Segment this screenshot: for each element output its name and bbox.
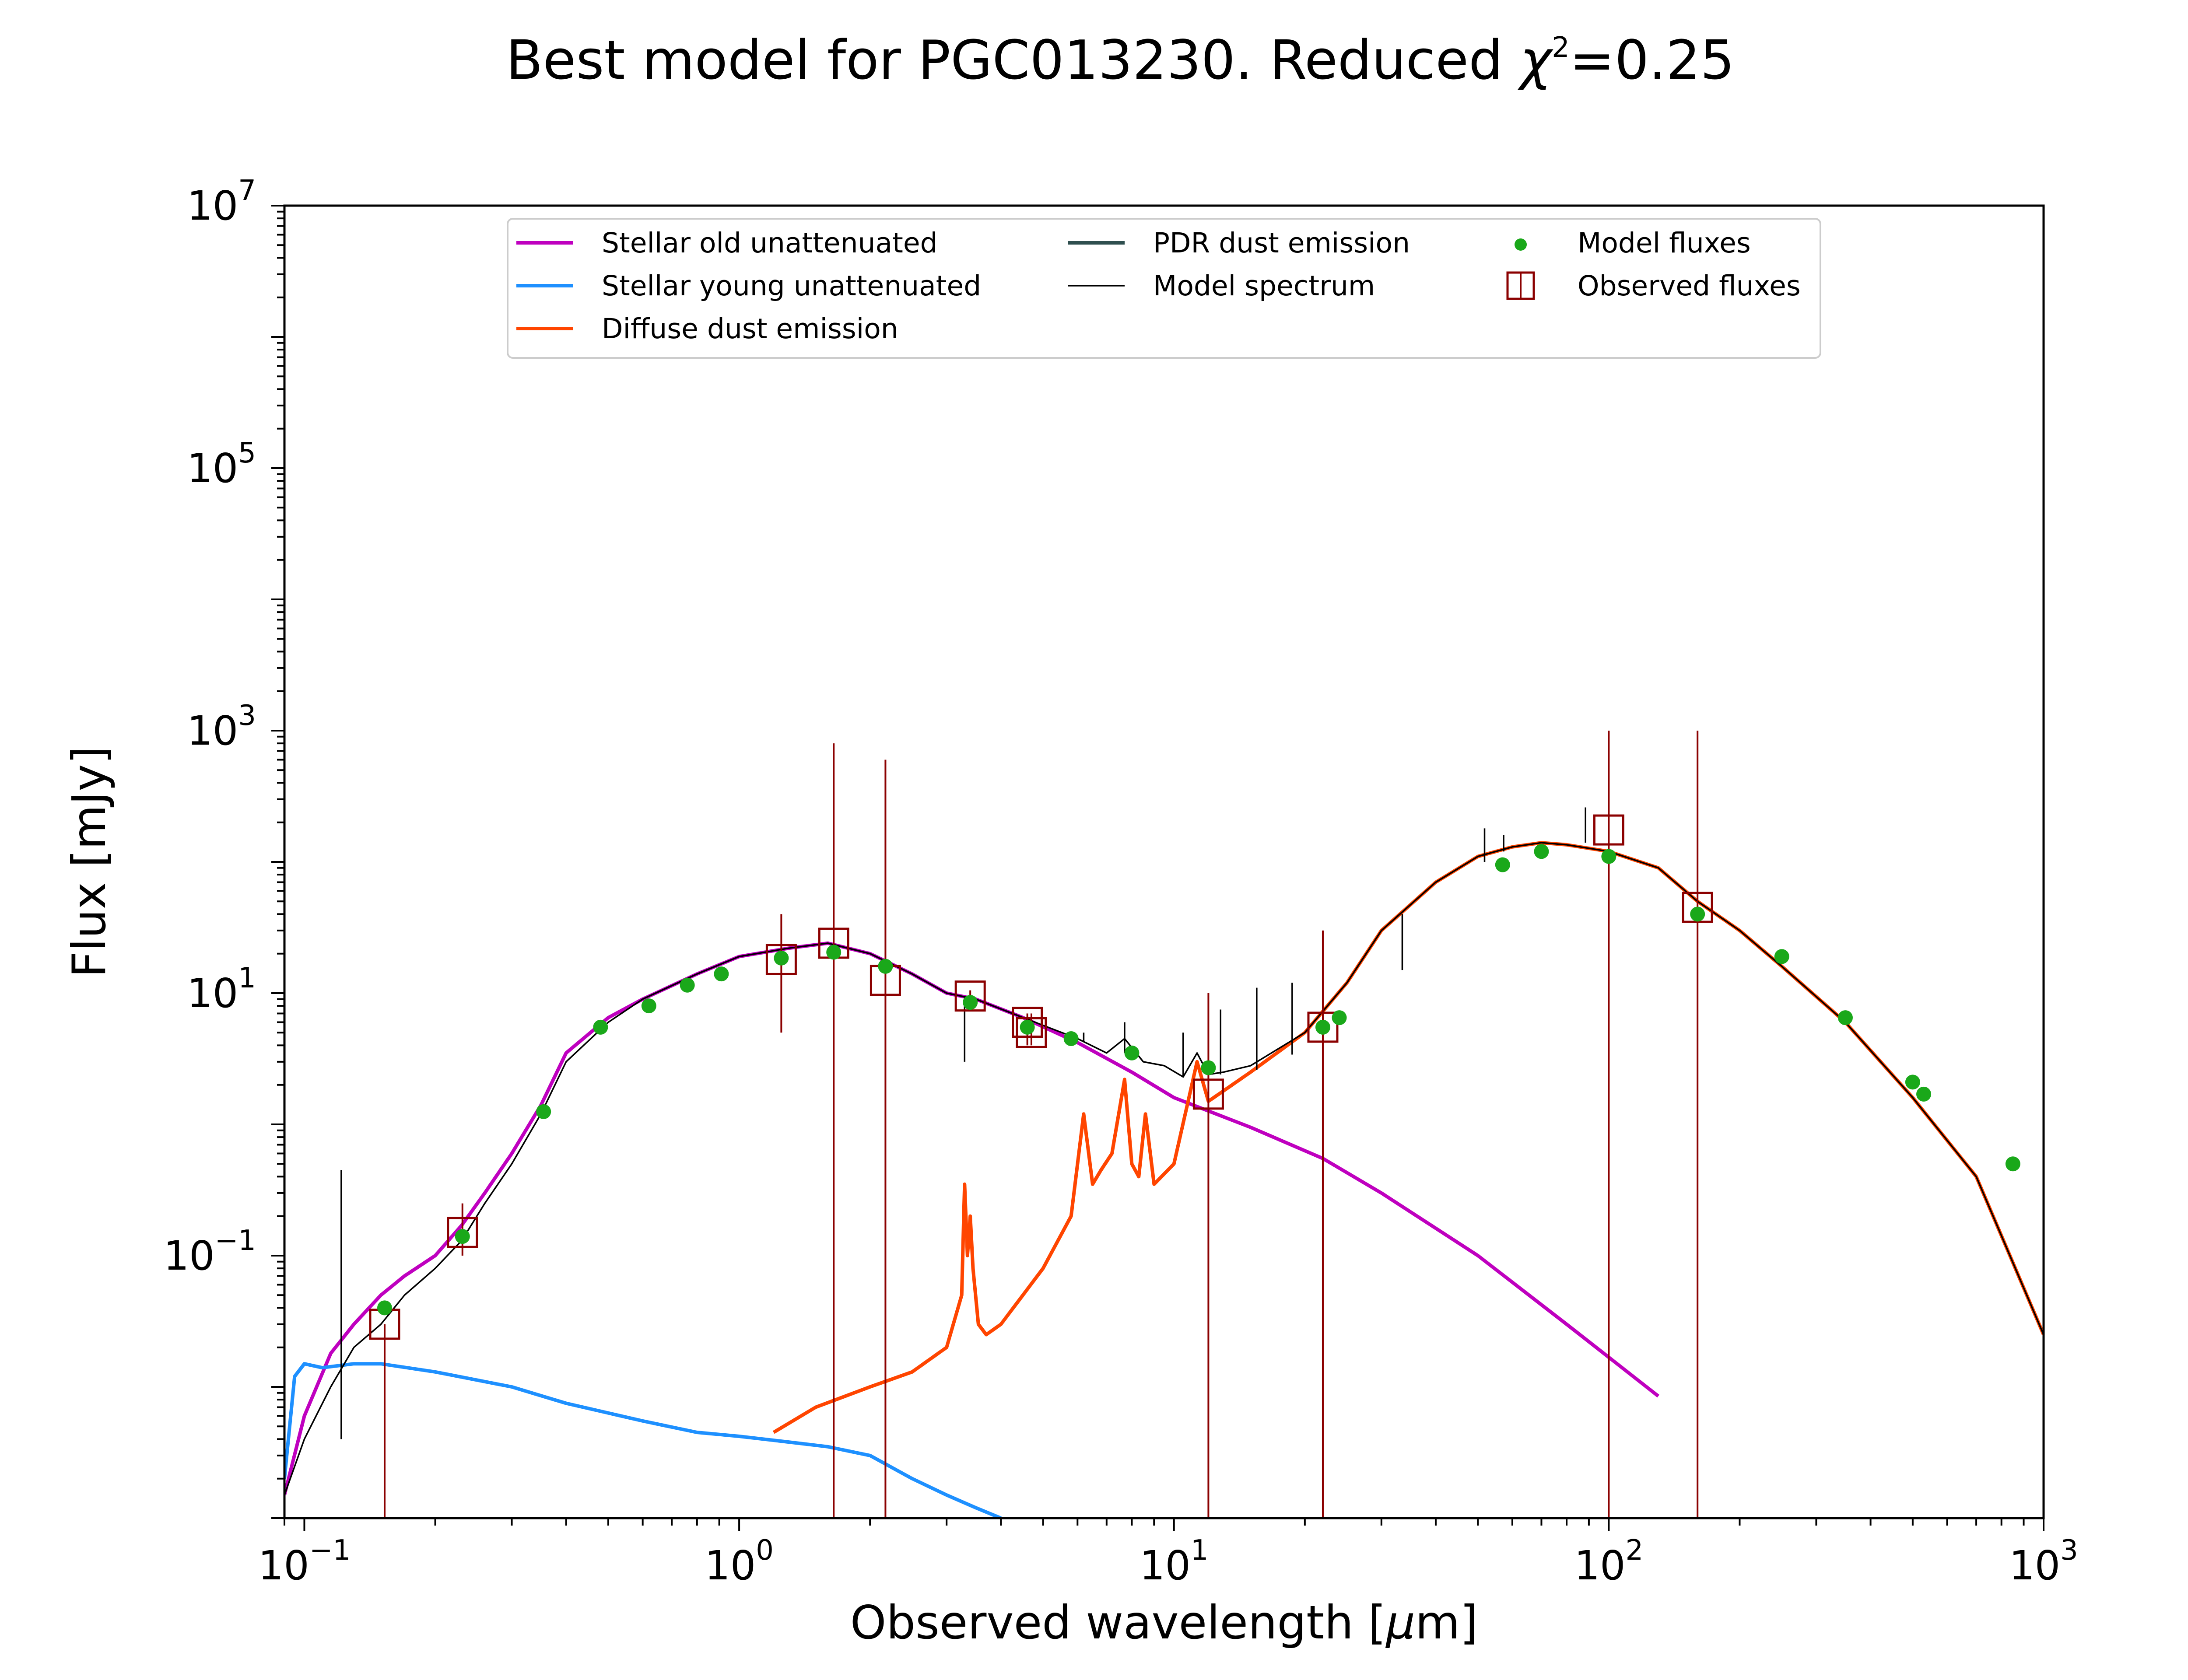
observed-flux-point	[1012, 1007, 1043, 1038]
model-flux-point	[1315, 1019, 1330, 1035]
model-flux-point	[641, 998, 656, 1014]
y-tick-label: 107	[187, 175, 256, 229]
y-axis-label: Flux [mJy]	[63, 746, 116, 978]
x-tick-label: 100	[705, 1534, 774, 1589]
legend-box	[507, 218, 1821, 359]
legend-item: PDR dust emission	[1068, 227, 1410, 259]
model-flux-point	[1837, 1010, 1853, 1026]
model-flux-point	[826, 945, 842, 960]
y-tick-label: 10−1	[164, 1225, 256, 1279]
model-flux-point	[1690, 906, 1705, 922]
observed-flux-point	[447, 1217, 478, 1248]
legend-label: Diffuse dust emission	[602, 313, 898, 345]
observed-flux-point	[1593, 814, 1624, 846]
model-flux-point	[536, 1104, 551, 1119]
model-flux-point	[680, 977, 695, 993]
observed-flux-point	[954, 980, 986, 1012]
x-tick-label: 10−1	[258, 1534, 351, 1589]
legend-item: Diffuse dust emission	[516, 313, 898, 345]
chart-title: Best model for PGC013230. Reduced χ2=0.2…	[506, 29, 1734, 92]
legend-label: Model spectrum	[1153, 270, 1375, 302]
x-tick-label: 102	[1574, 1534, 1643, 1589]
legend: Stellar old unattenuated Stellar young un…	[507, 218, 1821, 359]
y-tick-label: 103	[187, 700, 256, 754]
legend-label: PDR dust emission	[1153, 227, 1410, 259]
legend-item: Model spectrum	[1068, 270, 1375, 302]
model-flux-point	[878, 959, 893, 974]
observed-flux-point	[1016, 1017, 1047, 1048]
model-flux-point	[1601, 849, 1616, 864]
y-tick-label: 105	[187, 437, 256, 492]
model-flux-point	[1124, 1045, 1140, 1060]
series-line-model-spectrum	[284, 842, 2044, 1495]
legend-item: Stellar young unattenuated	[516, 270, 981, 302]
axes: 10−1 100 101 102 103 10−1 101 103 105 107	[164, 175, 2078, 1589]
series-line-stellar-young-unattenuated	[284, 1362, 1002, 1518]
model-flux-point	[963, 995, 978, 1010]
model-flux-point	[774, 950, 789, 966]
model-flux-point	[1495, 857, 1510, 872]
legend-label: Model fluxes	[1578, 227, 1751, 259]
model-flux-point	[1332, 1010, 1347, 1026]
legend-item: Observed fluxes	[1506, 270, 1801, 302]
model-flux-point	[455, 1229, 470, 1244]
model-flux-point	[1020, 1019, 1035, 1035]
observed-flux-point	[765, 944, 797, 975]
observed-flux-point	[1307, 1012, 1339, 1043]
legend-label: Stellar old unattenuated	[602, 227, 938, 259]
x-axis-label: Observed wavelength [μm]	[850, 1596, 1478, 1649]
legend-label: Observed fluxes	[1578, 270, 1801, 302]
model-flux-point	[1201, 1060, 1216, 1075]
legend-item: Stellar old unattenuated	[516, 227, 938, 259]
x-tick-label: 103	[2009, 1534, 2078, 1589]
observed-flux-point	[1192, 1078, 1224, 1110]
model-flux-point	[1916, 1086, 1932, 1102]
model-flux-point	[1534, 844, 1549, 859]
y-tick-label: 101	[187, 962, 256, 1017]
model-flux-point	[1774, 949, 1789, 964]
model-flux-point	[593, 1019, 608, 1035]
x-tick-label: 101	[1140, 1534, 1209, 1589]
model-flux-point	[2005, 1156, 2020, 1172]
model-flux-point	[714, 966, 729, 982]
plot-series	[284, 731, 2044, 1518]
model-flux-point	[1905, 1074, 1920, 1090]
model-flux-point	[377, 1300, 392, 1316]
model-flux-point	[1063, 1031, 1079, 1046]
legend-label: Stellar young unattenuated	[602, 270, 981, 302]
legend-item: Model fluxes	[1515, 227, 1751, 259]
observed-flux-point	[1682, 892, 1713, 923]
legend-dot-swatch	[1515, 238, 1527, 251]
